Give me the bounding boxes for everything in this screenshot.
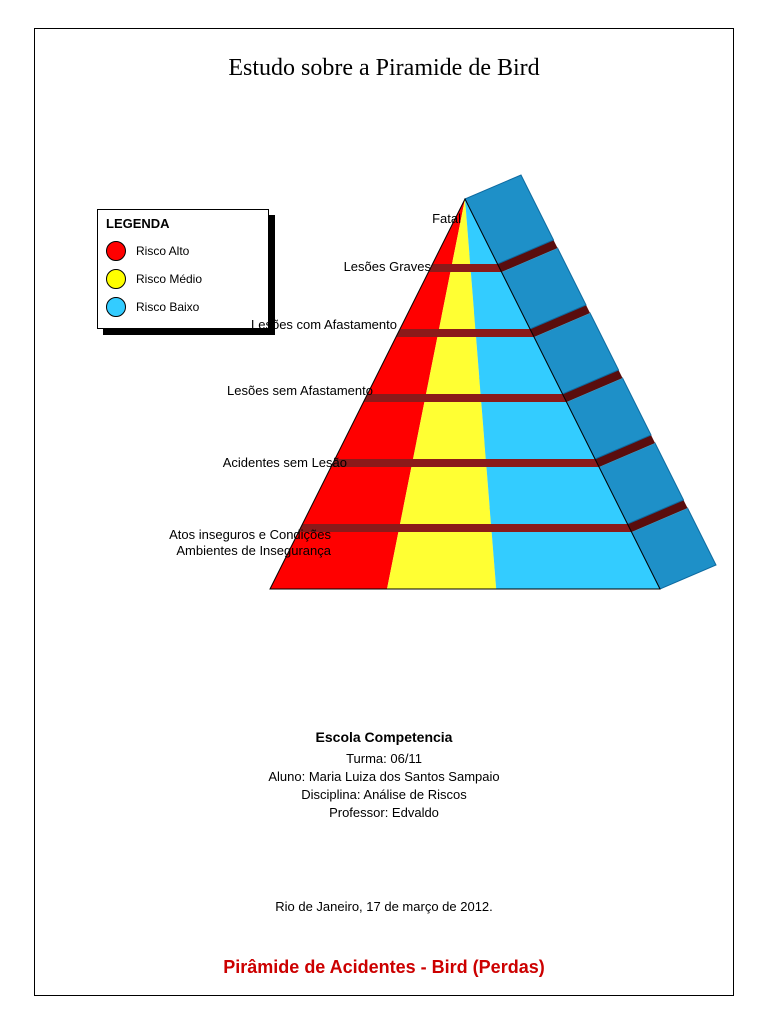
footer-date: Rio de Janeiro, 17 de março de 2012. (35, 899, 733, 914)
pyramid-level-label: Lesões Graves (301, 259, 431, 275)
pyramid-level-label: Fatal (391, 211, 461, 227)
info-school: Escola Competencia (35, 729, 733, 745)
info-block: Escola Competencia Turma: 06/11 Aluno: Ma… (35, 729, 733, 823)
pyramid-level-label: Acidentes sem Lesão (167, 455, 347, 471)
footer-title: Pirâmide de Acidentes - Bird (Perdas) (35, 957, 733, 978)
page: Estudo sobre a Piramide de Bird LEGENDA … (0, 0, 768, 1024)
info-line: Turma: 06/11 (35, 751, 733, 766)
pyramid-level-label: Lesões com Afastamento (207, 317, 397, 333)
pyramid-level-label: Atos inseguros e Condições Ambientes de … (101, 527, 331, 560)
pyramid-level-label: Lesões sem Afastamento (183, 383, 373, 399)
document-frame: Estudo sobre a Piramide de Bird LEGENDA … (34, 28, 734, 996)
info-line: Professor: Edvaldo (35, 805, 733, 820)
info-line: Disciplina: Análise de Riscos (35, 787, 733, 802)
info-line: Aluno: Maria Luiza dos Santos Sampaio (35, 769, 733, 784)
